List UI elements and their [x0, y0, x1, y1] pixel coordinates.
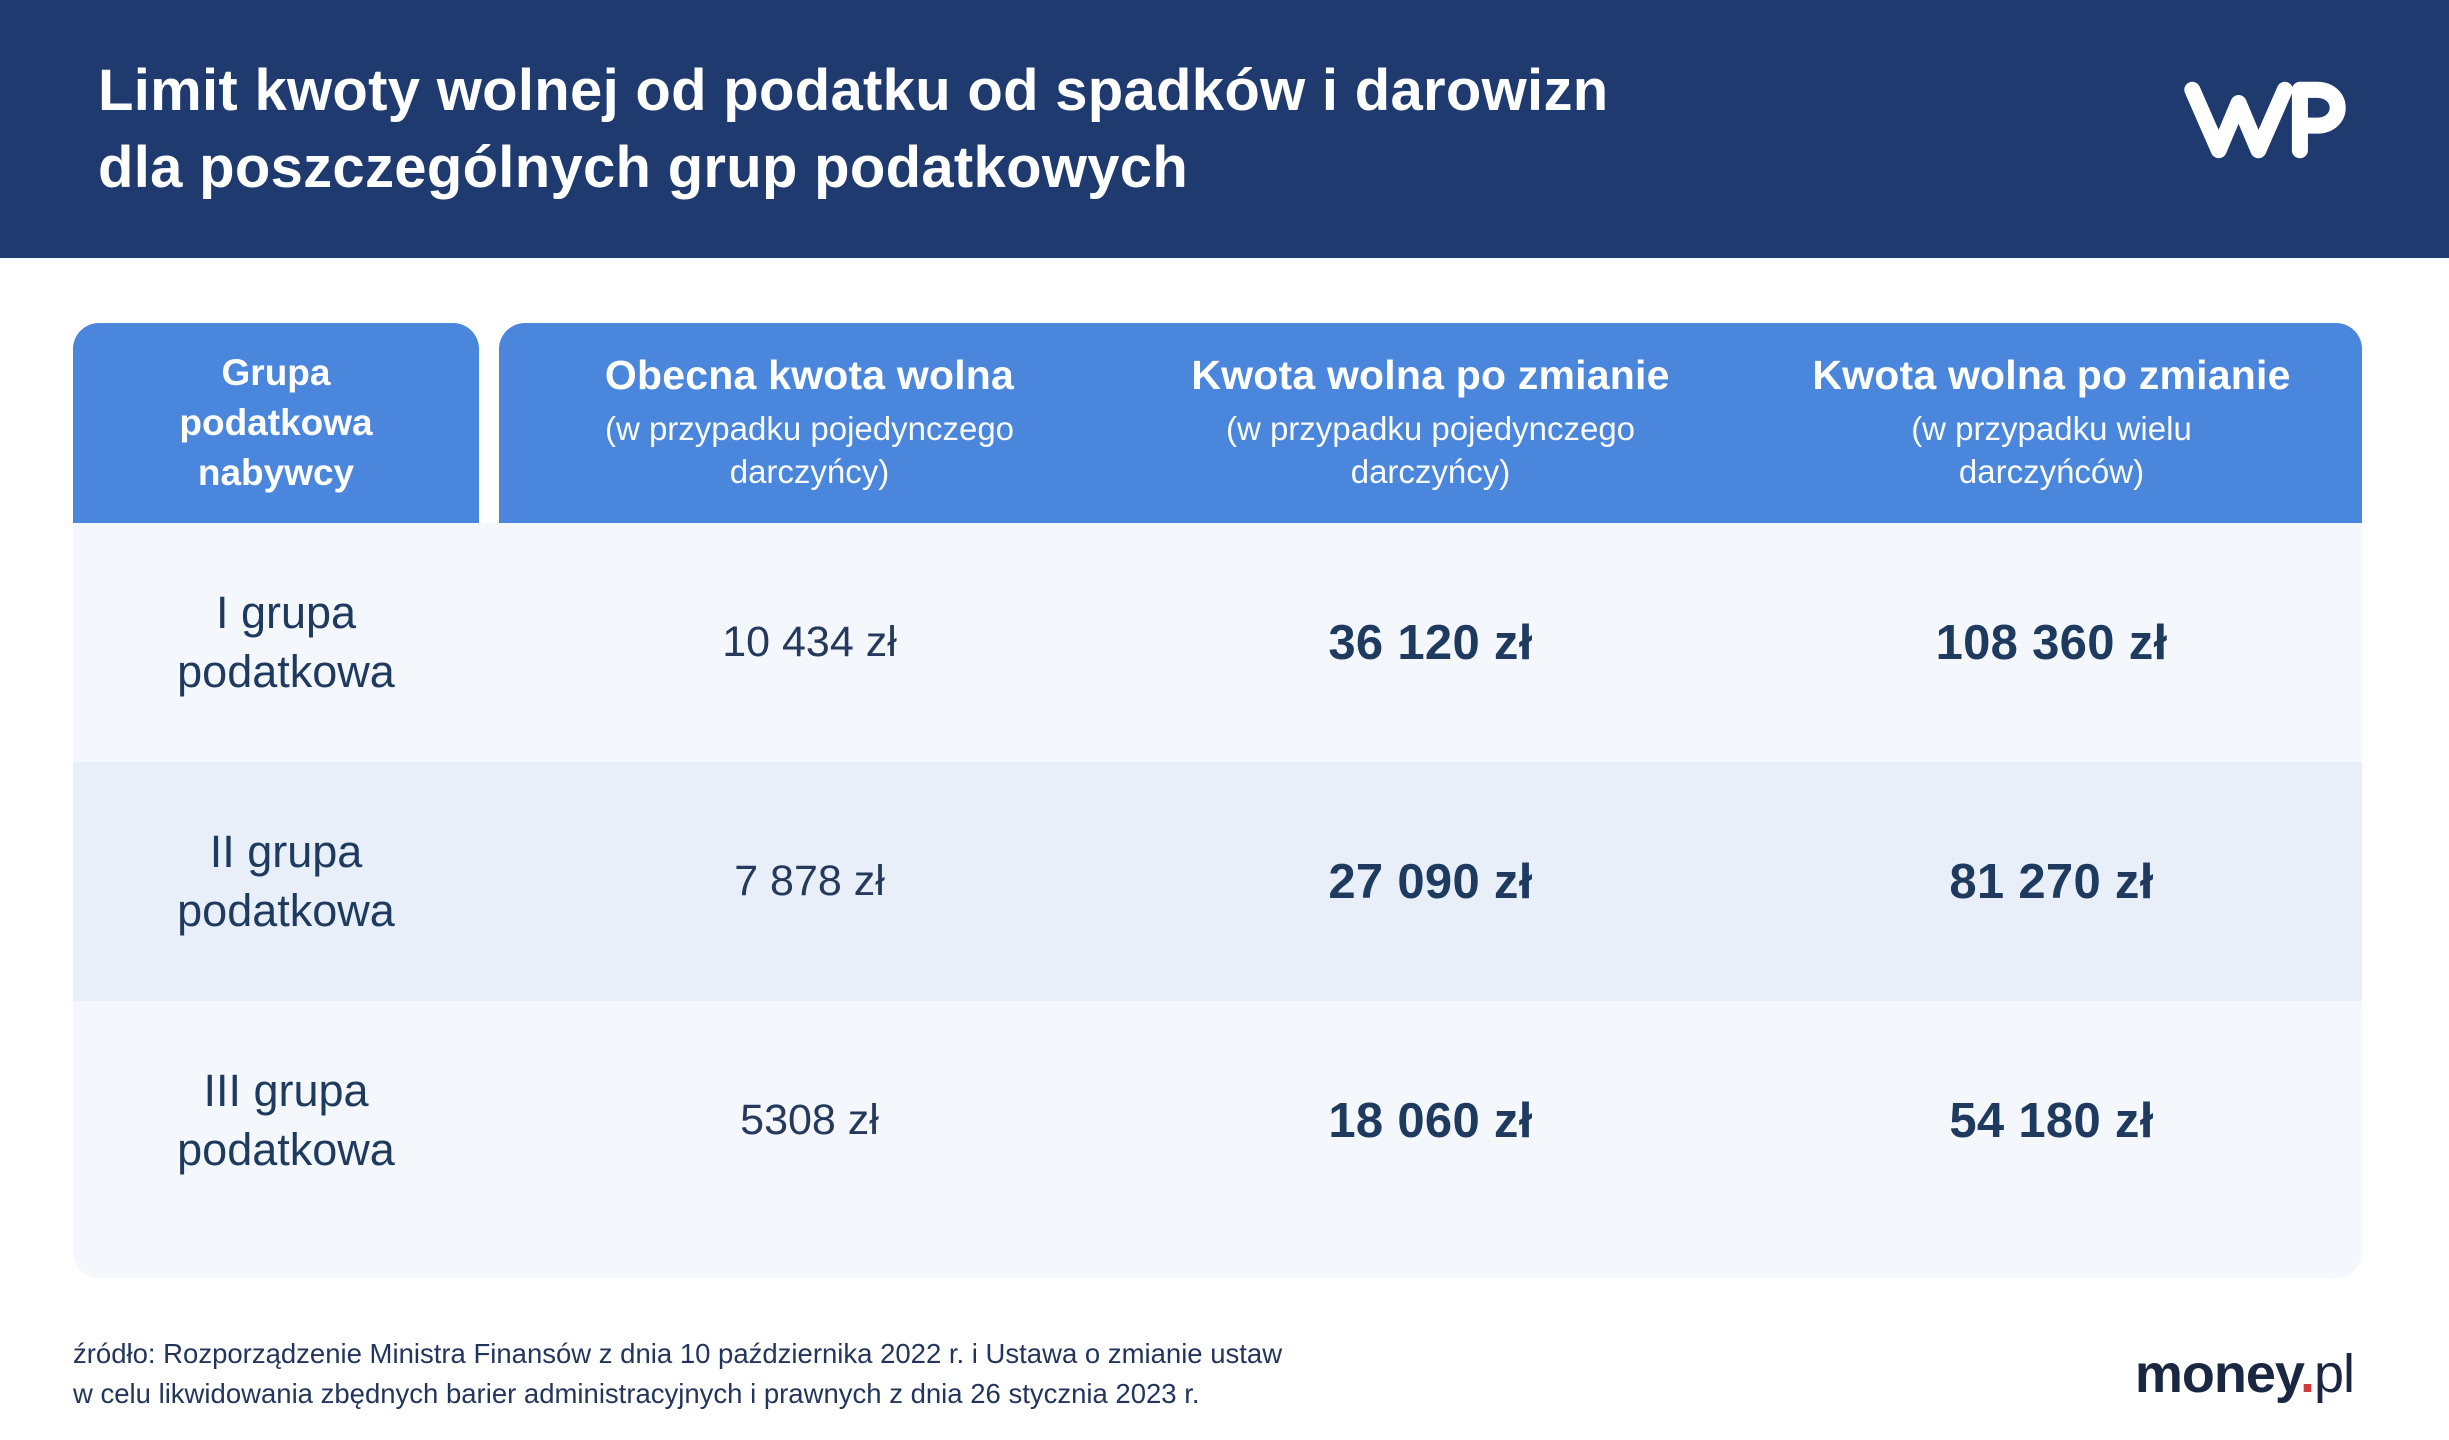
moneypl-logo-dot: .: [2299, 1343, 2315, 1404]
moneypl-logo-pl: pl: [2313, 1343, 2355, 1404]
column-subtitle: (w przypadku pojedynczego darczyńcy): [1225, 410, 1636, 490]
table-row-group-2: II grupa podatkowa 7 878 zł 27 090 zł 81…: [73, 762, 2362, 1001]
tax-limits-table: Grupa podatkowa nabywcy Obecna kwota wol…: [73, 323, 2362, 1278]
value-current: 10 434 zł: [722, 618, 897, 666]
group-label: I grupa podatkowa: [73, 584, 499, 701]
value-after-multiple: 108 360 zł: [1935, 615, 2168, 670]
column-title: Obecna kwota wolna: [604, 352, 1015, 399]
moneypl-logo: money.pl: [2134, 1343, 2355, 1405]
column-header-after-single: Kwota wolna po zmianie (w przypadku poje…: [1120, 352, 1741, 494]
table-row-group-1: I grupa podatkowa 10 434 zł 36 120 zł 10…: [73, 523, 2362, 762]
table-bottom-strip: [73, 1240, 2362, 1278]
table-header-row: Grupa podatkowa nabywcy Obecna kwota wol…: [73, 323, 2362, 523]
wp-logo-icon: [2181, 71, 2349, 174]
value-current: 5308 zł: [740, 1096, 879, 1144]
header-band: Limit kwoty wolnej od podatku od spadków…: [0, 0, 2449, 258]
group-label: II grupa podatkowa: [73, 823, 499, 940]
table-row-group-3: III grupa podatkowa 5308 zł 18 060 zł 54…: [73, 1001, 2362, 1240]
value-after-single: 36 120 zł: [1328, 615, 1533, 670]
source-note: źródło: Rozporządzenie Ministra Finansów…: [73, 1334, 1282, 1414]
column-header-current: Obecna kwota wolna (w przypadku pojedync…: [499, 352, 1120, 494]
value-current: 7 878 zł: [734, 857, 885, 905]
value-columns-header: Obecna kwota wolna (w przypadku pojedync…: [499, 323, 2362, 523]
value-after-multiple: 81 270 zł: [1949, 854, 2154, 909]
source-line-1: źródło: Rozporządzenie Ministra Finansów…: [73, 1338, 1283, 1369]
value-after-single: 18 060 zł: [1328, 1093, 1533, 1148]
value-after-multiple: 54 180 zł: [1949, 1093, 2154, 1148]
group-label-text: III grupa podatkowa: [177, 1065, 395, 1175]
column-header-after-multiple: Kwota wolna po zmianie (w przypadku wiel…: [1741, 352, 2362, 494]
source-line-2: w celu likwidowania zbędnych barier admi…: [73, 1377, 1200, 1409]
group-column-header: Grupa podatkowa nabywcy: [73, 323, 479, 523]
column-subtitle: (w przypadku pojedynczego darczyńcy): [604, 410, 1015, 490]
title-line-1: Limit kwoty wolnej od podatku od spadków…: [98, 57, 1609, 123]
group-label-text: I grupa podatkowa: [177, 587, 395, 697]
value-after-single: 27 090 zł: [1328, 854, 1533, 909]
group-label-text: II grupa podatkowa: [177, 826, 395, 936]
title-line-2: dla poszczególnych grup podatkowych: [98, 135, 1189, 200]
footer: źródło: Rozporządzenie Ministra Finansów…: [73, 1334, 2355, 1414]
moneypl-logo-money: money: [2134, 1343, 2301, 1404]
table-body: I grupa podatkowa 10 434 zł 36 120 zł 10…: [73, 523, 2362, 1278]
column-title: Kwota wolna po zmianie: [1812, 352, 2291, 399]
page-title: Limit kwoty wolnej od podatku od spadków…: [98, 52, 1608, 206]
column-subtitle: (w przypadku wielu darczyńców): [1911, 410, 2192, 490]
group-column-header-label: Grupa podatkowa nabywcy: [179, 352, 373, 493]
column-title: Kwota wolna po zmianie: [1191, 352, 1670, 399]
group-label: III grupa podatkowa: [73, 1062, 499, 1179]
